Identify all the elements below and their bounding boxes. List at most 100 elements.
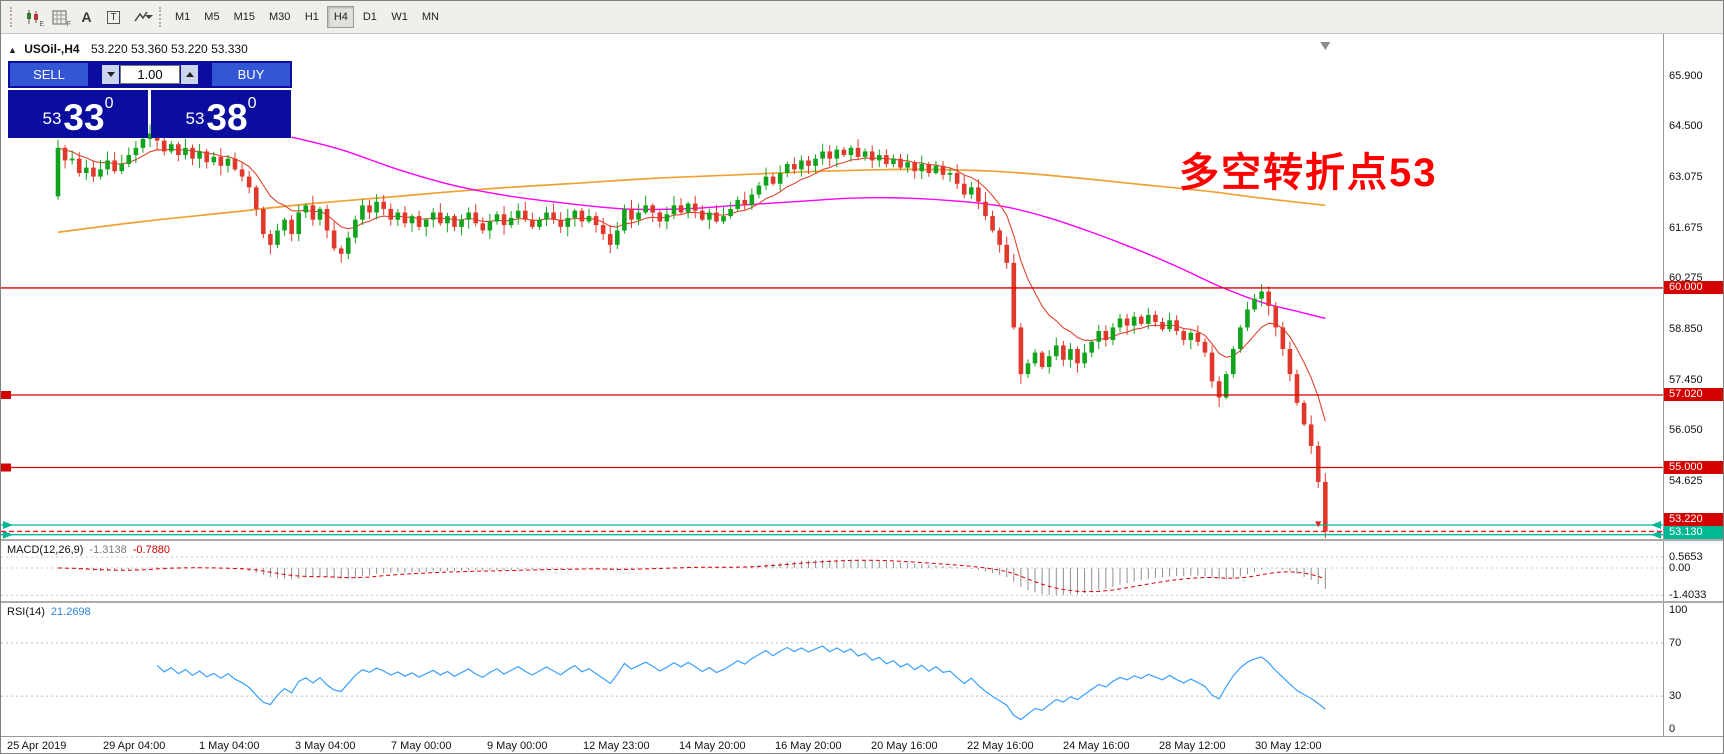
price-line-badge: 53.220	[1664, 513, 1723, 526]
time-axis-label: 9 May 00:00	[487, 740, 548, 752]
chart-annotation: 多空转折点53	[1179, 151, 1438, 195]
price-tick: 64.500	[1669, 120, 1703, 133]
chevron-down-icon	[106, 72, 115, 77]
trade-prices-row: 53 33 0 53 38 0	[8, 90, 292, 138]
macd-main-value: -1.3138	[89, 544, 127, 556]
ask-price-box[interactable]: 53 38 0	[151, 90, 291, 138]
time-axis-label: 28 May 12:00	[1159, 740, 1226, 752]
timeframe-M5[interactable]: M5	[204, 11, 220, 23]
price-line-badge: 55.000	[1664, 460, 1723, 474]
timeframe-M1[interactable]: M1	[175, 11, 191, 23]
price-line-badge: 57.020	[1664, 387, 1723, 401]
timeframe-MN[interactable]: MN	[421, 11, 439, 23]
chart-type-button[interactable]: E	[19, 5, 46, 29]
rsi-tick: 100	[1669, 604, 1688, 616]
time-axis-label: 30 May 12:00	[1255, 740, 1322, 752]
price-axis[interactable]: 65.900 64.500 63.075 61.675 60.275 58.850 57.4…	[1663, 34, 1723, 539]
timeframe-group: M1 M5 M15 M30 H1 H4 D1 W1 MN	[168, 6, 446, 28]
time-axis-label: 12 May 23:00	[583, 740, 650, 752]
macd-pane: MACD(12,26,9) -1.3138 -0.7880 0.5653 0.00 -1…	[1, 539, 1723, 601]
collapse-panel-icon[interactable]: ▲	[8, 45, 17, 55]
rsi-tick: 70	[1669, 636, 1682, 649]
price-tick: 65.900	[1669, 70, 1703, 83]
ask-sup-digit: 0	[247, 95, 257, 112]
line-tools-button[interactable]	[127, 5, 154, 29]
time-axis-label: 20 May 16:00	[871, 740, 938, 752]
tool-subscript: E	[39, 21, 44, 28]
candlestick-icon	[26, 10, 38, 24]
ask-prefix: 53	[185, 109, 205, 128]
macd-chart[interactable]	[1, 541, 1663, 601]
grid-button[interactable]: F	[46, 5, 73, 29]
time-axis-label: 24 May 16:00	[1063, 740, 1130, 752]
price-line-badge: 60.000	[1664, 280, 1723, 294]
tool-subscript: F	[66, 21, 71, 28]
bid-big-digits: 33	[63, 96, 105, 138]
time-axis-label: 25 Apr 2019	[7, 740, 67, 752]
grid-icon	[52, 10, 67, 24]
timeframe-H1[interactable]: H1	[304, 11, 319, 23]
text-label-button[interactable]: A	[73, 5, 100, 29]
price-tick: 56.050	[1669, 423, 1703, 436]
timeframe-H4[interactable]: H4	[327, 6, 355, 28]
bid-prefix: 53	[42, 109, 62, 128]
rsi-axis[interactable]: 100 70 30 0	[1663, 603, 1723, 736]
timeframe-M15[interactable]: M15	[233, 11, 255, 23]
chevron-down-icon	[145, 15, 153, 19]
toolbar-grip[interactable]	[10, 7, 14, 27]
toolbar-grip-2[interactable]	[159, 7, 163, 27]
volume-increase-button[interactable]	[181, 65, 198, 84]
time-axis-label: 1 May 04:00	[199, 740, 260, 752]
price-tick: 54.625	[1669, 474, 1703, 487]
time-axis-label: 16 May 20:00	[775, 740, 842, 752]
sell-button[interactable]: SELL	[10, 63, 88, 86]
price-tick: 63.075	[1669, 171, 1703, 184]
time-axis-label: 22 May 16:00	[967, 740, 1034, 752]
trade-controls-row: SELL BUY	[8, 61, 292, 88]
rsi-tick: 30	[1669, 690, 1682, 703]
price-line-badge: 53.130	[1664, 526, 1723, 539]
main-chart-pane: ▲ USOil-,H4 53.220 53.360 53.220 53.330 …	[1, 34, 1723, 539]
macd-signal-value: -0.7880	[132, 544, 171, 556]
time-axis[interactable]: 25 Apr 2019 29 Apr 04:00 1 May 04:00 3 May …	[1, 736, 1723, 753]
timeframe-D1[interactable]: D1	[362, 11, 377, 23]
text-box-icon: T	[107, 10, 120, 24]
text-label-icon: A	[81, 9, 92, 25]
bid-price-box[interactable]: 53 33 0	[8, 90, 148, 138]
price-tick: 57.450	[1669, 373, 1703, 386]
volume-input[interactable]	[120, 65, 180, 84]
line-tools-icon	[133, 11, 148, 22]
rsi-chart[interactable]	[1, 603, 1663, 736]
time-axis-label: 7 May 00:00	[391, 740, 452, 752]
time-axis-label: 3 May 04:00	[295, 740, 356, 752]
chevron-up-icon	[185, 72, 194, 77]
text-box-button[interactable]: T	[100, 5, 127, 29]
timeframe-W1[interactable]: W1	[391, 11, 408, 23]
time-axis-label: 29 Apr 04:00	[103, 740, 166, 752]
macd-tick: 0.5653	[1669, 550, 1703, 563]
macd-label: MACD(12,26,9) -1.3138 -0.7880	[7, 544, 171, 556]
rsi-tick: 0	[1669, 723, 1676, 735]
symbol-period-label: USOil-,H4	[24, 42, 80, 56]
ohlc-values: 53.220 53.360 53.220 53.330	[90, 42, 248, 56]
volume-decrease-button[interactable]	[102, 65, 119, 84]
price-tick: 61.675	[1669, 221, 1703, 234]
ask-big-digits: 38	[206, 96, 248, 138]
candlestick-chart[interactable]	[1, 34, 1663, 539]
time-axis-label: 14 May 20:00	[679, 740, 746, 752]
chart-title: ▲ USOil-,H4 53.220 53.360 53.220 53.330	[8, 42, 248, 56]
macd-axis[interactable]: 0.5653 0.00 -1.4033	[1663, 541, 1723, 601]
bid-sup-digit: 0	[104, 95, 114, 112]
one-click-trade-panel: SELL BUY 53 33 0 53	[8, 61, 292, 138]
price-tick: 58.850	[1669, 323, 1703, 336]
rsi-pane: RSI(14) 21.2698 100 70 30 0	[1, 601, 1723, 736]
macd-tick: 0.00	[1669, 562, 1691, 574]
rsi-label: RSI(14) 21.2698	[7, 606, 91, 618]
buy-button[interactable]: BUY	[212, 63, 290, 86]
macd-tick: -1.4033	[1669, 589, 1707, 602]
toolbar: E F A T M1 M5 M15 M30 H1 H4 D1 W1 MN	[1, 1, 1723, 34]
rsi-value: 21.2698	[50, 606, 91, 618]
timeframe-M30[interactable]: M30	[268, 11, 291, 23]
